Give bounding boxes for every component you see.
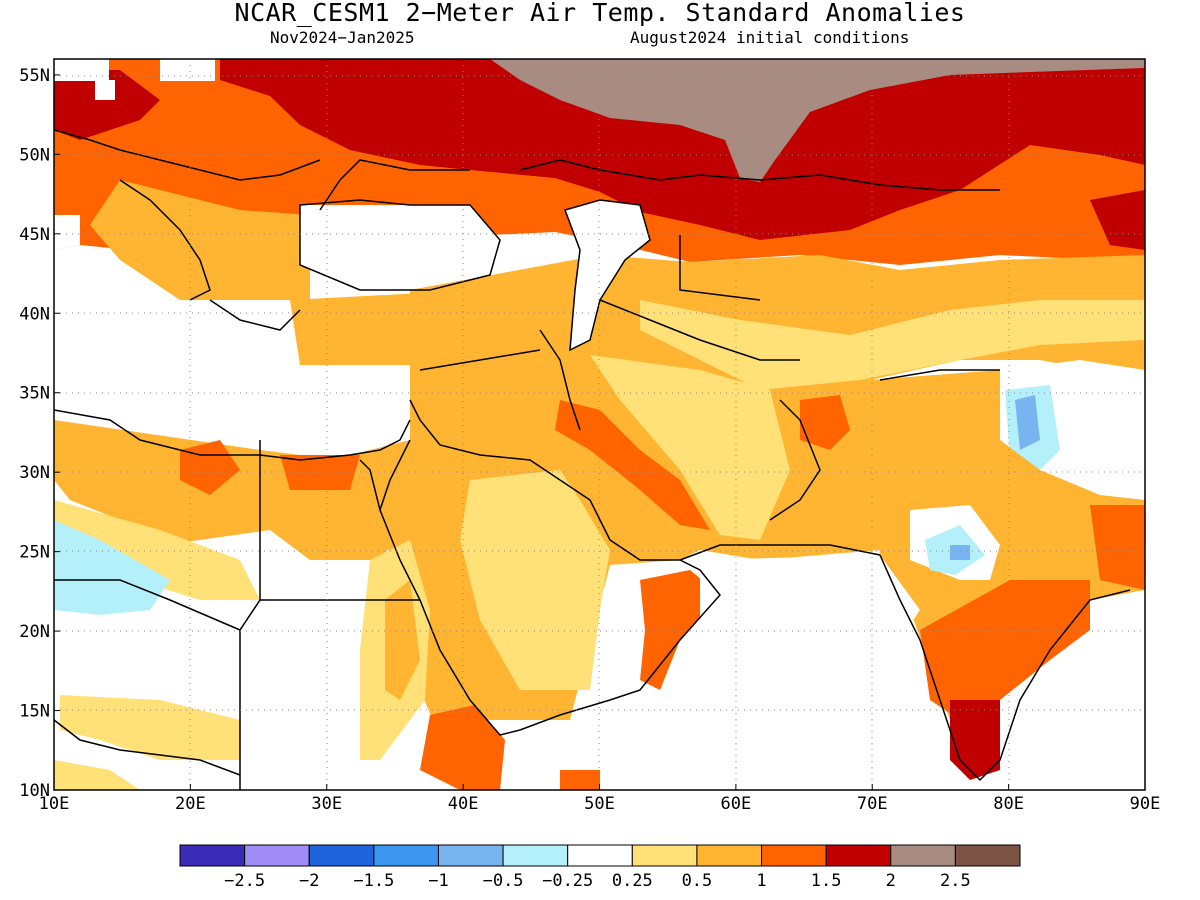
lat-tick-label: 25N [19, 543, 50, 563]
initial-conditions: August2024 initial conditions [630, 28, 910, 47]
lat-tick-label: 50N [19, 145, 50, 165]
colorbar-swatch [696, 844, 763, 867]
colorbar-label: 1 [756, 871, 766, 891]
colorbar-label: −1 [428, 871, 448, 891]
lat-tick-label: 40N [19, 304, 50, 324]
colorbar-label: −2 [299, 871, 319, 891]
axis-ticks: 10E 20E 30E 40E 50E 60E 70E 80E 90E 55N 50N 45N 40N 3… [19, 66, 1160, 814]
colorbar-swatch [567, 844, 633, 867]
lat-tick-label: 20N [19, 622, 50, 642]
lon-tick-label: 80E [993, 794, 1024, 814]
colorbar-swatch [890, 844, 956, 867]
lat-tick-label: 15N [19, 702, 50, 722]
lon-tick-label: 30E [311, 794, 342, 814]
colorbar-swatch [179, 844, 246, 867]
anomaly-region-light-orange-europe [90, 180, 310, 300]
colorbar-swatch [502, 844, 569, 867]
lon-tick-label: 40E [448, 794, 479, 814]
colorbar-swatch [954, 844, 1021, 867]
anomaly-shading [54, 59, 1145, 790]
lat-tick-label: 10N [19, 781, 50, 801]
colorbar-label: 2.5 [940, 871, 971, 891]
anomaly-region-brown [490, 59, 1145, 182]
colorbar-swatch [825, 844, 892, 867]
lon-tick-label: 70E [857, 794, 888, 814]
colorbar-label: −0.25 [542, 871, 593, 891]
anomaly-region-darkred [220, 59, 1145, 240]
colorbar-swatch [437, 844, 504, 867]
lon-tick-label: 60E [721, 794, 752, 814]
anomaly-region-yellow-arabia [460, 470, 610, 690]
lon-tick-label: 20E [175, 794, 206, 814]
colorbar-label: 1.5 [811, 871, 842, 891]
map-title: NCAR_CESM1 2−Meter Air Temp. Standard An… [234, 0, 966, 27]
colorbar-swatch [761, 844, 827, 867]
lat-tick-label: 45N [19, 225, 50, 245]
lon-tick-label: 10E [39, 794, 70, 814]
colorbar-swatch [308, 844, 375, 867]
colorbar-label: 0.5 [682, 871, 713, 891]
colorbar-swatch [631, 844, 698, 867]
forecast-period: Nov2024−Jan2025 [270, 28, 415, 47]
colorbar-label: 0.25 [612, 871, 653, 891]
lon-tick-label: 50E [584, 794, 615, 814]
colorbar-label: 2 [886, 871, 896, 891]
colorbar-label: −0.5 [483, 871, 524, 891]
lat-tick-label: 55N [19, 66, 50, 86]
colorbar-swatch [244, 844, 310, 867]
coastlines [54, 129, 1131, 790]
colorbar-label: −1.5 [353, 871, 394, 891]
colorbar-label: −2.5 [224, 871, 265, 891]
lon-tick-label: 90E [1130, 794, 1161, 814]
lat-tick-label: 35N [19, 384, 50, 404]
colorbar-swatch [373, 844, 439, 867]
colorbar: −2.5 −2 −1.5 −1 −0.5 −0.25 0.25 0.5 1 1.5 2 2.5 [179, 844, 1021, 891]
lat-tick-label: 30N [19, 463, 50, 483]
